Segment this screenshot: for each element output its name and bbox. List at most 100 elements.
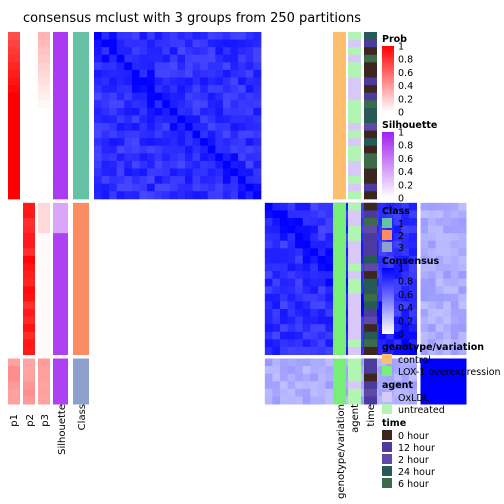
consensus-cell (230, 32, 239, 41)
consensus-cell (295, 176, 304, 185)
consensus-cell (325, 255, 334, 264)
consensus-cell (192, 366, 201, 375)
consensus-cell (94, 47, 103, 56)
consensus-cell (378, 225, 387, 234)
class-cell (73, 160, 89, 169)
consensus-cell (280, 358, 289, 367)
consensus-cell (222, 153, 231, 162)
prob-cell (38, 381, 50, 390)
consensus-cell (230, 240, 239, 249)
consensus-cell (317, 339, 326, 348)
consensus-cell (185, 301, 194, 310)
consensus-cell (393, 324, 402, 333)
consensus-cell (185, 160, 194, 169)
consensus-cell (378, 381, 387, 390)
consensus-cell (280, 107, 289, 116)
class-cell (73, 388, 89, 397)
consensus-cell (101, 218, 110, 227)
consensus-cell (393, 153, 402, 162)
genotype-cell (333, 255, 346, 264)
prob-cell (23, 115, 35, 124)
consensus-cell (272, 240, 281, 249)
consensus-cell (154, 130, 163, 139)
consensus-cell (162, 331, 171, 340)
consensus-cell (207, 92, 216, 101)
consensus-cell (287, 346, 296, 355)
class-cell (73, 225, 89, 234)
consensus-cell (401, 160, 410, 169)
consensus-cell (450, 381, 459, 390)
consensus-cell (287, 316, 296, 325)
consensus-cell (317, 381, 326, 390)
consensus-cell (287, 286, 296, 295)
consensus-cell (280, 92, 289, 101)
consensus-cell (393, 47, 402, 56)
consensus-cell (109, 366, 118, 375)
consensus-cell (185, 271, 194, 280)
consensus-cell (139, 240, 148, 249)
consensus-cell (238, 286, 247, 295)
consensus-cell (124, 202, 133, 211)
silhouette-cell (53, 168, 68, 177)
consensus-cell (207, 233, 216, 242)
consensus-cell (435, 278, 444, 287)
time-cell (364, 388, 377, 397)
silhouette-cell (53, 85, 68, 94)
consensus-cell (230, 130, 239, 139)
genotype-cell (333, 233, 346, 242)
column-label-p2: p2 (25, 414, 36, 427)
consensus-cell (169, 123, 178, 132)
consensus-cell (131, 47, 140, 56)
consensus-cell (222, 255, 231, 264)
consensus-cell (310, 54, 319, 63)
consensus-cell (245, 248, 254, 257)
consensus-cell (408, 168, 417, 177)
genotype-cell (333, 183, 346, 192)
consensus-cell (295, 331, 304, 340)
consensus-cell (116, 77, 125, 86)
consensus-cell (393, 248, 402, 257)
consensus-cell (264, 100, 273, 109)
consensus-cell (401, 346, 410, 355)
consensus-cell (169, 77, 178, 86)
consensus-cell (154, 316, 163, 325)
consensus-cell (230, 286, 239, 295)
consensus-cell (302, 153, 311, 162)
time-cell (364, 54, 377, 63)
consensus-cell (393, 85, 402, 94)
consensus-cell (287, 145, 296, 154)
consensus-cell (443, 331, 452, 340)
consensus-cell (207, 100, 216, 109)
consensus-cell (302, 107, 311, 116)
time-cell (364, 381, 377, 390)
consensus-cell (287, 301, 296, 310)
consensus-cell (109, 39, 118, 48)
legend-swatch (382, 366, 392, 376)
consensus-cell (408, 331, 417, 340)
consensus-cell (101, 293, 110, 302)
consensus-cell (245, 263, 254, 272)
consensus-cell (245, 107, 254, 116)
consensus-cell (443, 85, 452, 94)
consensus-cell (200, 388, 209, 397)
consensus-cell (192, 69, 201, 78)
consensus-cell (139, 107, 148, 116)
consensus-cell (230, 145, 239, 154)
consensus-cell (420, 396, 429, 405)
consensus-cell (272, 358, 281, 367)
consensus-cell (443, 191, 452, 200)
consensus-cell (200, 160, 209, 169)
consensus-cell (200, 176, 209, 185)
consensus-cell (101, 301, 110, 310)
consensus-cell (94, 271, 103, 280)
consensus-cell (420, 331, 429, 340)
consensus-cell (264, 240, 273, 249)
consensus-cell (378, 331, 387, 340)
consensus-cell (401, 358, 410, 367)
consensus-cell (124, 92, 133, 101)
consensus-cell (295, 115, 304, 124)
consensus-cell (169, 278, 178, 287)
time-cell (364, 62, 377, 71)
consensus-cell (458, 248, 467, 257)
consensus-cell (302, 77, 311, 86)
